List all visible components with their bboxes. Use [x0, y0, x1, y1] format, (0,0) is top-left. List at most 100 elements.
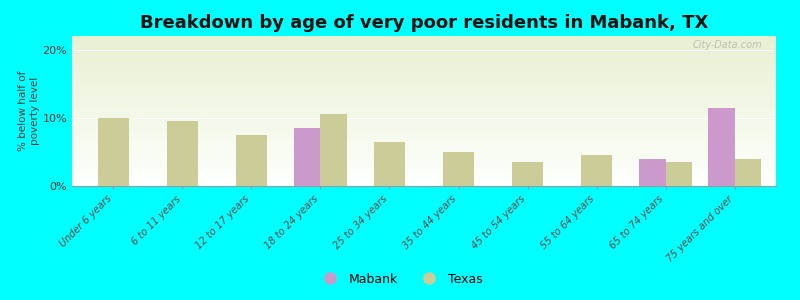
Bar: [72, 57, 776, 58]
Bar: [72, 64, 776, 66]
Bar: [72, 180, 776, 182]
Bar: [72, 42, 776, 44]
Y-axis label: % below half of
poverty level: % below half of poverty level: [18, 71, 40, 151]
Bar: [72, 138, 776, 140]
Bar: [72, 66, 776, 68]
Bar: [72, 177, 776, 178]
Bar: [72, 88, 776, 90]
Bar: [72, 100, 776, 102]
Bar: [72, 118, 776, 120]
Bar: [72, 154, 776, 156]
Bar: [236, 135, 267, 186]
Bar: [72, 45, 776, 46]
Bar: [72, 103, 776, 105]
Bar: [72, 76, 776, 78]
Bar: [72, 146, 776, 147]
Bar: [72, 82, 776, 84]
Bar: [72, 84, 776, 86]
Bar: [72, 116, 776, 117]
Bar: [98, 118, 129, 186]
Bar: [708, 108, 734, 186]
Bar: [72, 132, 776, 134]
Bar: [72, 85, 776, 87]
Bar: [72, 114, 776, 116]
Bar: [72, 68, 776, 69]
Bar: [72, 51, 776, 52]
Bar: [72, 124, 776, 126]
Bar: [72, 134, 776, 135]
Bar: [72, 63, 776, 64]
Bar: [72, 75, 776, 76]
Title: Breakdown by age of very poor residents in Mabank, TX: Breakdown by age of very poor residents …: [140, 14, 708, 32]
Bar: [72, 87, 776, 88]
Bar: [72, 48, 776, 50]
Bar: [72, 141, 776, 142]
Bar: [72, 36, 776, 38]
Bar: [72, 136, 776, 138]
Bar: [72, 46, 776, 48]
Bar: [72, 38, 776, 39]
Bar: [72, 162, 776, 164]
Bar: [321, 114, 346, 186]
Bar: [72, 44, 776, 45]
Bar: [72, 168, 776, 170]
Bar: [72, 72, 776, 74]
Bar: [72, 54, 776, 56]
Legend: Mabank, Texas: Mabank, Texas: [312, 268, 488, 291]
Bar: [72, 93, 776, 94]
Bar: [72, 165, 776, 166]
Bar: [72, 130, 776, 132]
Bar: [72, 156, 776, 158]
Bar: [72, 144, 776, 146]
Bar: [581, 155, 612, 186]
Bar: [72, 176, 776, 177]
Bar: [72, 108, 776, 110]
Bar: [72, 117, 776, 118]
Bar: [72, 158, 776, 159]
Bar: [72, 61, 776, 63]
Bar: [72, 39, 776, 40]
Bar: [72, 98, 776, 99]
Bar: [72, 152, 776, 153]
Bar: [72, 167, 776, 168]
Bar: [72, 182, 776, 183]
Bar: [72, 111, 776, 112]
Bar: [72, 128, 776, 129]
Bar: [72, 52, 776, 54]
Bar: [72, 126, 776, 128]
Bar: [72, 129, 776, 130]
Bar: [72, 58, 776, 60]
Bar: [72, 50, 776, 51]
Bar: [72, 99, 776, 100]
Bar: [72, 56, 776, 57]
Bar: [72, 135, 776, 136]
Bar: [72, 102, 776, 104]
Bar: [442, 152, 474, 186]
Bar: [72, 169, 776, 171]
Bar: [72, 112, 776, 114]
Bar: [72, 174, 776, 176]
Bar: [72, 159, 776, 160]
Bar: [72, 81, 776, 82]
Bar: [72, 90, 776, 92]
Bar: [639, 159, 666, 186]
Bar: [374, 142, 406, 186]
Bar: [72, 140, 776, 141]
Bar: [294, 128, 321, 186]
Bar: [72, 123, 776, 124]
Bar: [72, 92, 776, 93]
Bar: [734, 159, 761, 186]
Bar: [72, 164, 776, 165]
Bar: [72, 171, 776, 172]
Bar: [72, 153, 776, 154]
Bar: [72, 142, 776, 144]
Bar: [72, 160, 776, 162]
Bar: [72, 78, 776, 80]
Bar: [72, 110, 776, 111]
Bar: [72, 105, 776, 106]
Bar: [72, 150, 776, 152]
Bar: [72, 106, 776, 108]
Bar: [72, 70, 776, 72]
Text: City-Data.com: City-Data.com: [692, 40, 762, 50]
Bar: [512, 162, 543, 186]
